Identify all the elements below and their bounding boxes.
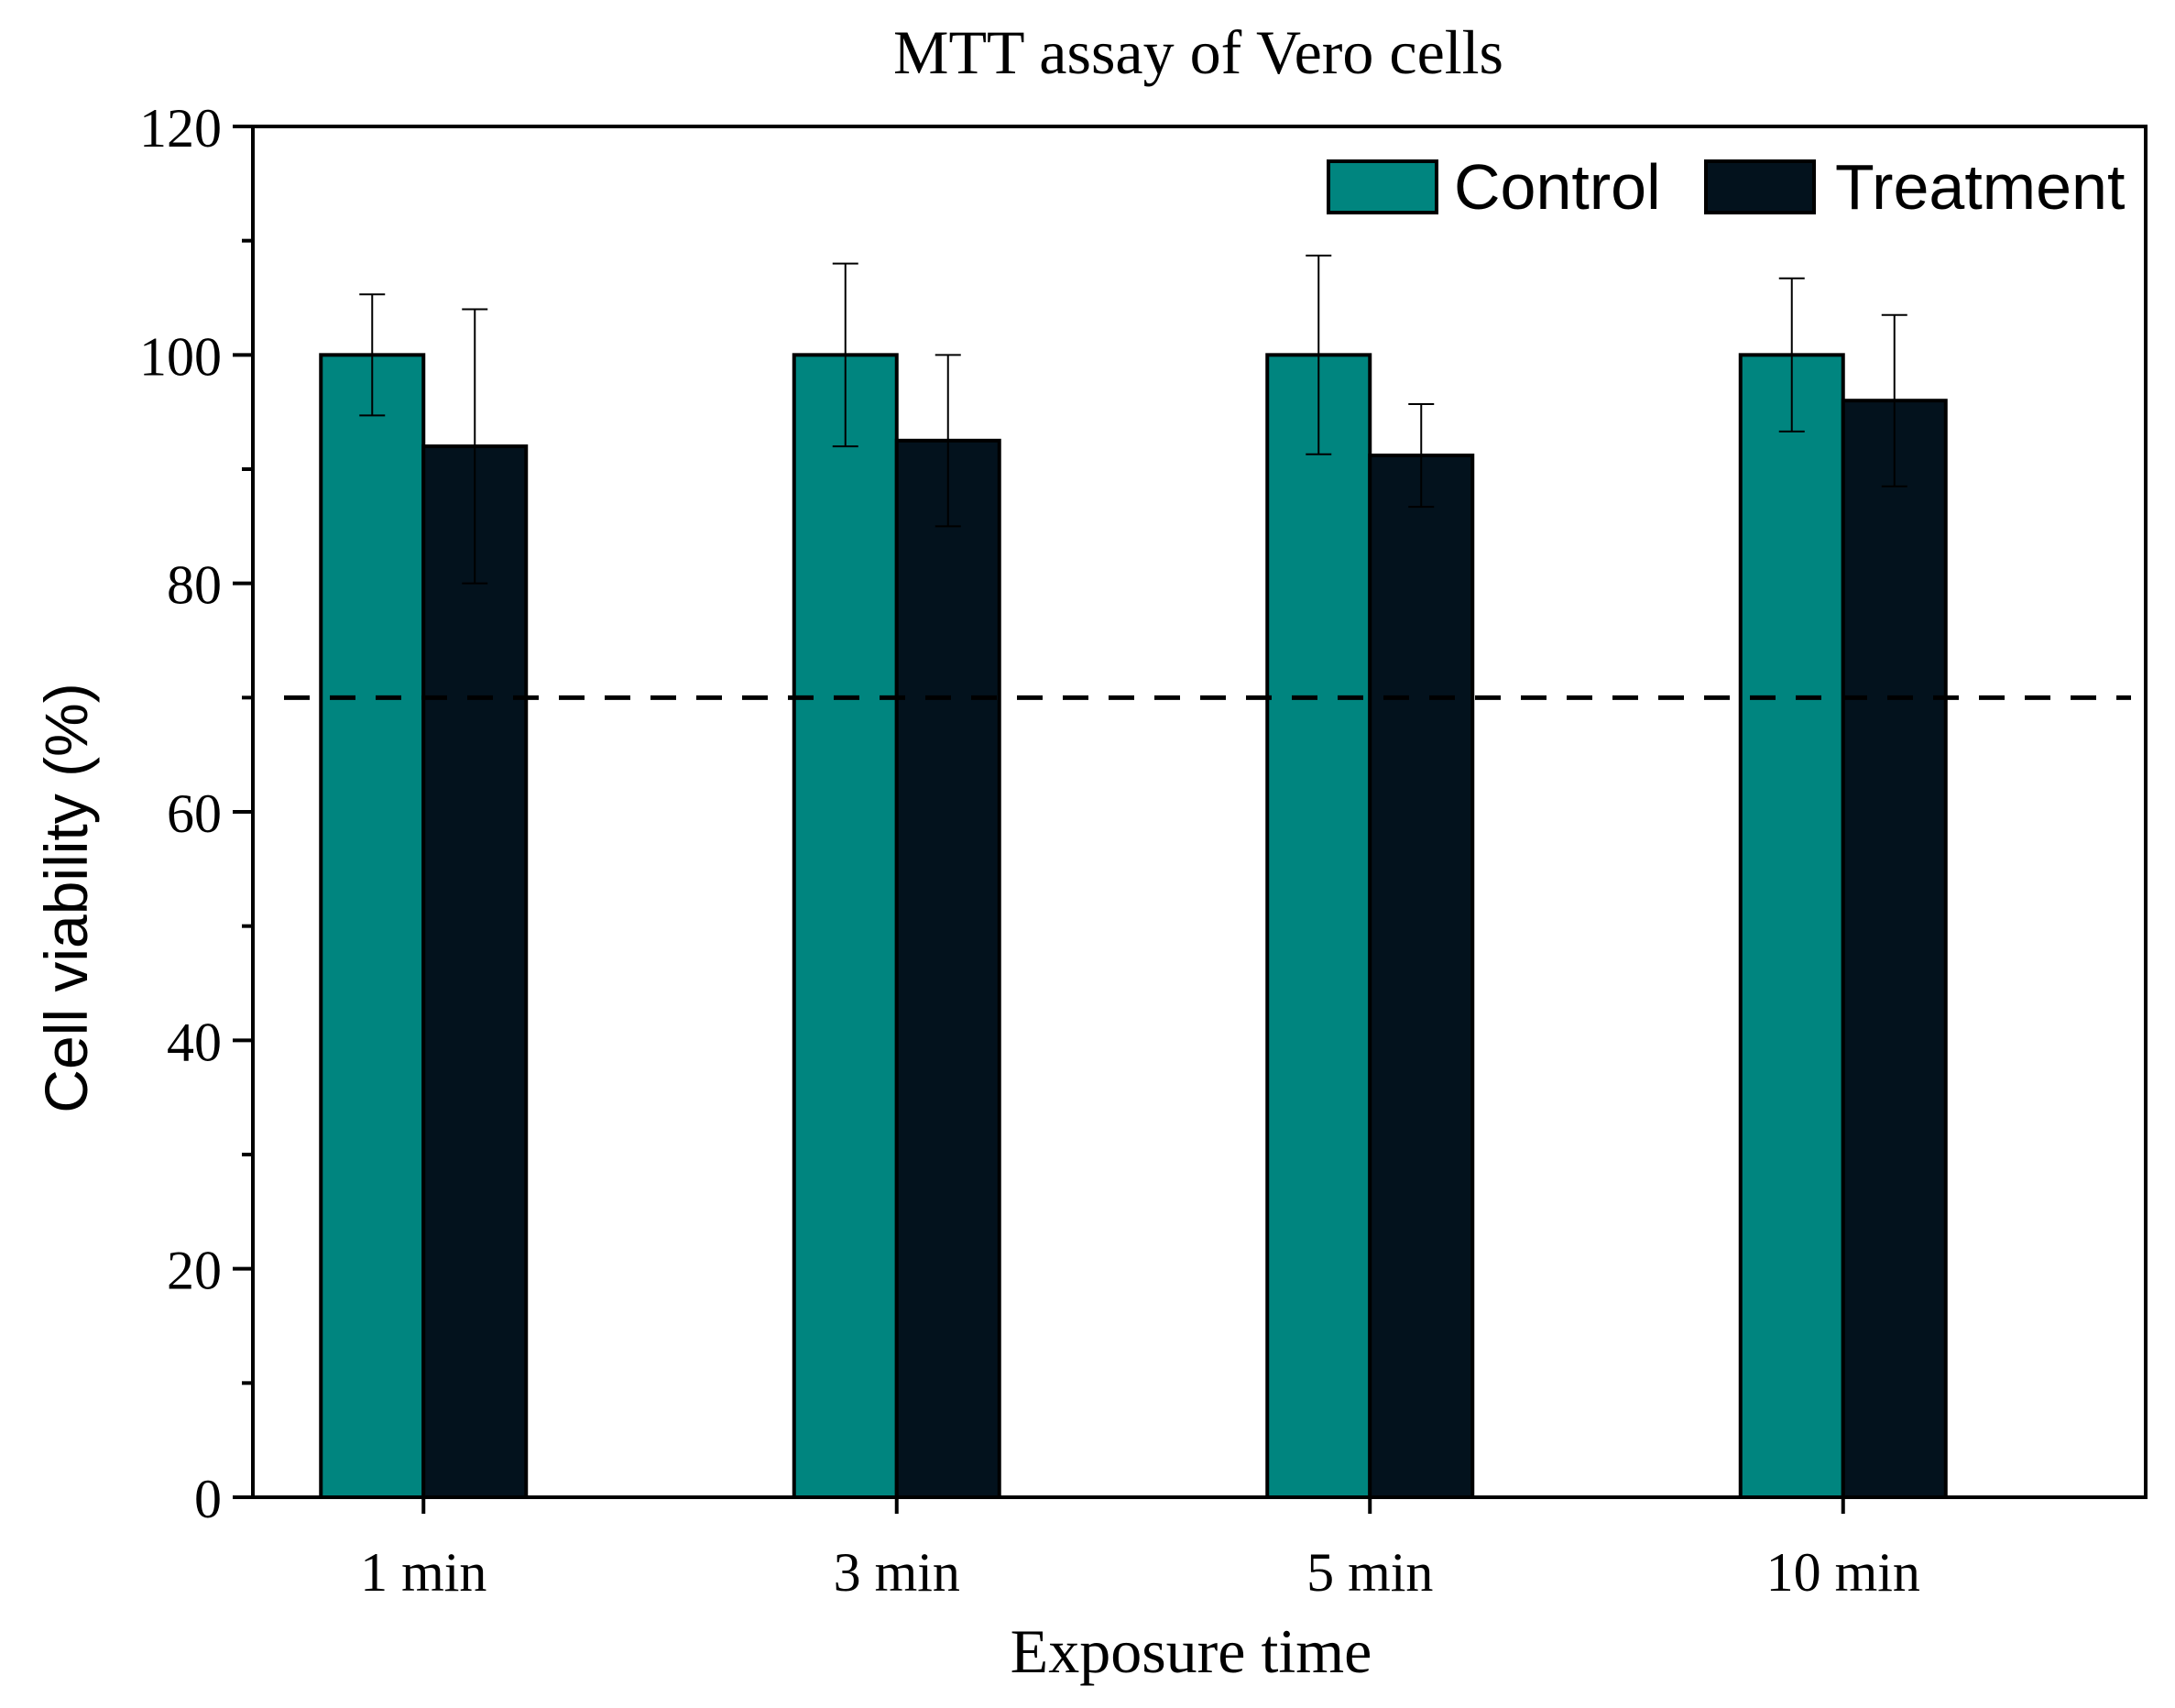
y-axis-label: Cell viability (%) xyxy=(32,683,100,1112)
legend-swatch-treatment xyxy=(1704,159,1816,214)
error-bar-control-3-min xyxy=(832,262,858,448)
legend-label-treatment: Treatment xyxy=(1835,151,2125,223)
bar-control-1-min xyxy=(319,353,426,1499)
bar-treatment-10-min xyxy=(1841,399,1948,1500)
plot-area: 0 20 40 60 80 100 120 1 min 3 min 5 min 10 min xyxy=(139,98,2148,1603)
error-bar-treatment-1-min xyxy=(462,308,488,585)
legend-item-control: Control xyxy=(1327,151,1661,223)
legend-item-treatment: Treatment xyxy=(1704,151,2125,223)
bar-treatment-1-min xyxy=(421,444,529,1500)
x-axis-label: Exposure time xyxy=(1011,1616,1372,1686)
x-tick-label-5-min: 5 min xyxy=(1306,1542,1433,1603)
bar-treatment-3-min xyxy=(894,438,1001,1499)
x-tick-label-1-min: 1 min xyxy=(360,1542,486,1603)
chart-title: MTT assay of Vero cells xyxy=(893,17,1503,87)
y-tick-label-40: 40 xyxy=(167,1012,222,1072)
y-tick-label-60: 60 xyxy=(167,783,222,844)
y-tick-label-20: 20 xyxy=(167,1241,222,1301)
legend-label-control: Control xyxy=(1454,151,1661,223)
y-tick-label-0: 0 xyxy=(194,1469,222,1529)
bar-control-3-min xyxy=(792,353,899,1499)
y-tick-label-80: 80 xyxy=(167,555,222,616)
y-tick-label-120: 120 xyxy=(139,98,222,159)
legend: Control Treatment xyxy=(1327,151,2125,223)
error-bar-control-10-min xyxy=(1778,277,1805,432)
error-bar-treatment-3-min xyxy=(934,354,961,528)
bar-control-5-min xyxy=(1265,353,1372,1499)
x-tick-label-3-min: 3 min xyxy=(834,1542,960,1603)
y-tick-label-100: 100 xyxy=(139,326,222,387)
legend-swatch-control xyxy=(1327,159,1438,214)
x-tick-label-10-min: 10 min xyxy=(1766,1542,1920,1603)
bar-control-10-min xyxy=(1738,353,1845,1499)
error-bar-treatment-10-min xyxy=(1881,313,1907,487)
error-bar-control-5-min xyxy=(1306,254,1332,455)
bar-treatment-5-min xyxy=(1368,454,1475,1499)
error-bar-control-1-min xyxy=(359,293,386,417)
error-bar-treatment-5-min xyxy=(1408,402,1435,509)
